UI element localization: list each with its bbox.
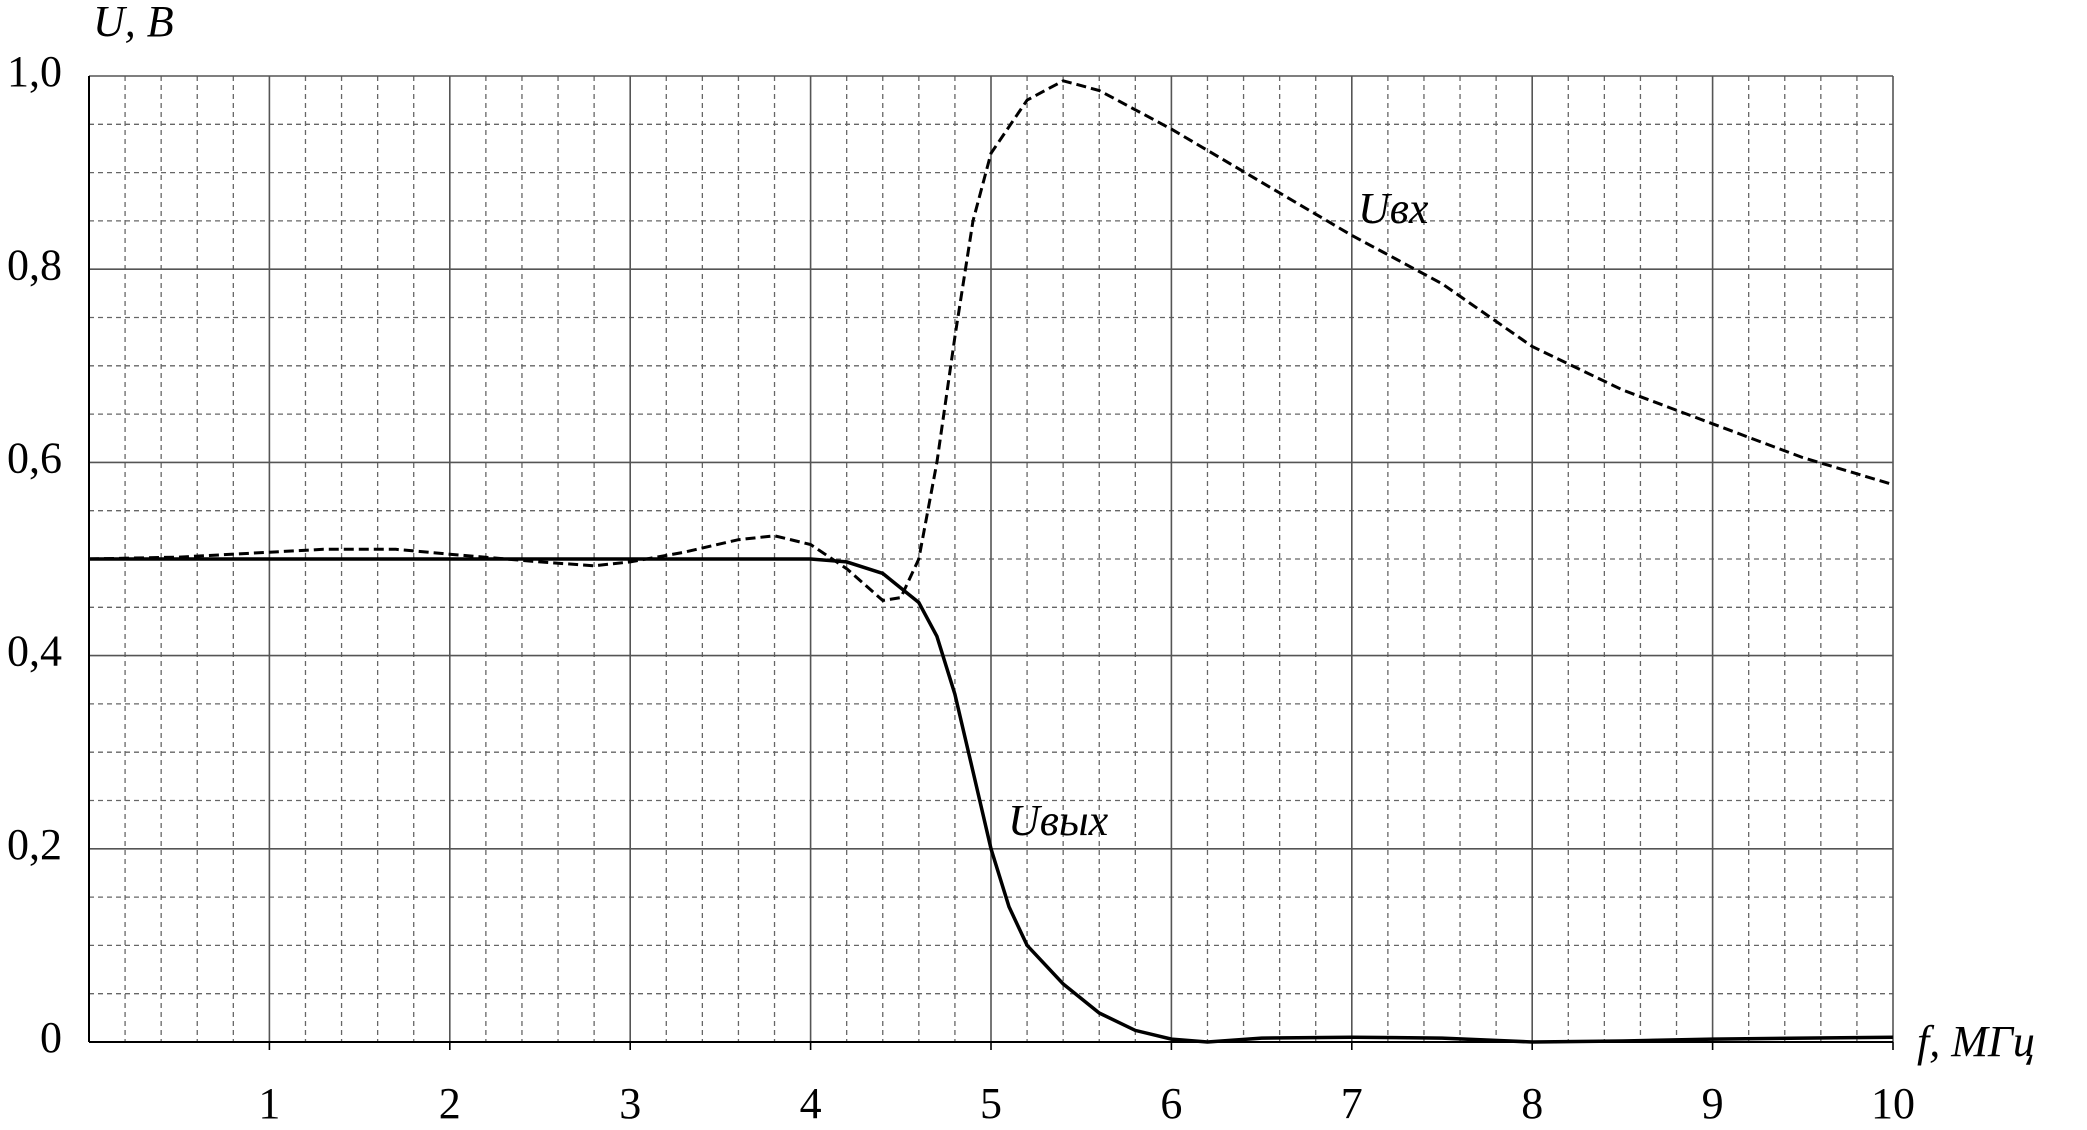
series-label: Uвх bbox=[1358, 184, 1429, 233]
x-tick-label: 5 bbox=[980, 1079, 1002, 1128]
x-tick-label: 4 bbox=[800, 1079, 822, 1128]
x-tick-label: 10 bbox=[1871, 1079, 1915, 1128]
y-axis-label: U, В bbox=[93, 0, 174, 46]
x-tick-label: 3 bbox=[619, 1079, 641, 1128]
y-tick-label: 0 bbox=[40, 1013, 62, 1062]
x-tick-label: 6 bbox=[1160, 1079, 1182, 1128]
series-label: Uвых bbox=[1008, 796, 1109, 845]
y-tick-label: 1,0 bbox=[7, 47, 62, 96]
x-axis-label: f, МГц bbox=[1917, 1017, 2035, 1066]
x-tick-label: 9 bbox=[1702, 1079, 1724, 1128]
series-line bbox=[89, 557, 1894, 1044]
y-tick-label: 0,2 bbox=[7, 820, 62, 869]
y-tick-label: 0,8 bbox=[7, 240, 62, 289]
x-tick-label: 7 bbox=[1341, 1079, 1363, 1128]
x-tick-label: 1 bbox=[258, 1079, 280, 1128]
y-tick-label: 0,4 bbox=[7, 627, 62, 676]
x-tick-label: 2 bbox=[439, 1079, 461, 1128]
x-tick-label: 8 bbox=[1521, 1079, 1543, 1128]
y-tick-label: 0,6 bbox=[7, 433, 62, 482]
